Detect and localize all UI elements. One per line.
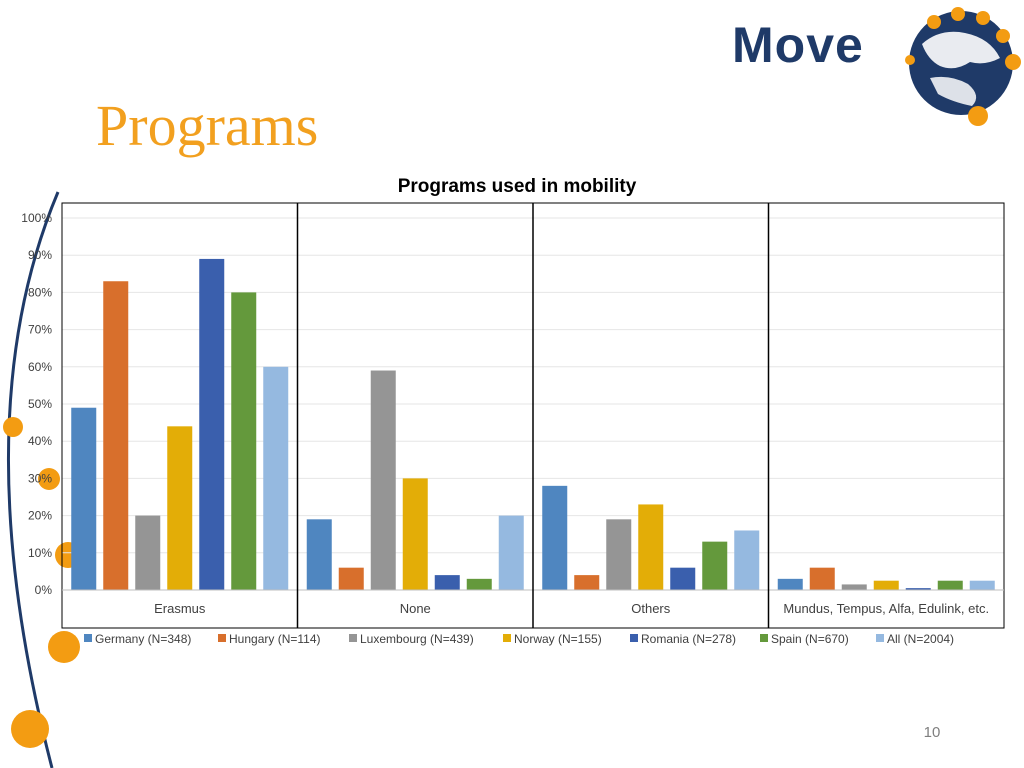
y-axis-ticks: 0% 10% 20% 30% 40% 50% 60% 70% 80% 90% 100% (21, 211, 52, 597)
bar (734, 530, 760, 590)
bar (574, 575, 600, 590)
bar (905, 588, 931, 590)
legend-entry: Norway (N=155) (514, 632, 602, 646)
bar (542, 485, 568, 590)
decorative-dot (11, 710, 49, 748)
legend-entry: All (N=2004) (887, 632, 954, 646)
legend-swatch (503, 634, 511, 642)
legend-swatch (84, 634, 92, 642)
y-tick-label: 60% (28, 360, 52, 374)
category-label: Mundus, Tempus, Alfa, Edulink, etc. (783, 601, 989, 616)
logo-globe-icon (905, 7, 1021, 126)
bar (702, 541, 728, 590)
bar (402, 478, 428, 590)
decorative-curve (6, 191, 60, 768)
category-label: Others (631, 601, 671, 616)
legend-entry: Germany (N=348) (95, 632, 191, 646)
legend-swatch (760, 634, 768, 642)
bar (231, 292, 257, 590)
bar (873, 580, 899, 590)
bar (135, 515, 161, 590)
bar (370, 370, 396, 590)
bar (466, 578, 492, 590)
y-tick-label: 90% (28, 248, 52, 262)
bar (71, 407, 97, 590)
legend-swatch (876, 634, 884, 642)
legend-swatch (218, 634, 226, 642)
category-label: None (400, 601, 431, 616)
bar (498, 515, 524, 590)
bar (434, 575, 460, 590)
y-tick-label: 20% (28, 509, 52, 523)
bar (777, 578, 803, 590)
y-tick-label: 70% (28, 323, 52, 337)
y-tick-label: 40% (28, 434, 52, 448)
legend-entry: Hungary (N=114) (229, 632, 321, 646)
bar (263, 366, 289, 590)
legend-entry: Luxembourg (N=439) (360, 632, 474, 646)
bar (338, 567, 364, 590)
bar (841, 584, 867, 590)
bar (199, 258, 225, 590)
bar (606, 519, 632, 590)
bar (103, 281, 129, 590)
bar (969, 580, 995, 590)
legend-swatch (349, 634, 357, 642)
bar (937, 580, 963, 590)
bars (71, 258, 995, 590)
logo-text: Move (732, 17, 864, 73)
bar (306, 519, 332, 590)
y-tick-label: 0% (35, 583, 53, 597)
decorative-dot (38, 468, 60, 490)
y-tick-label: 100% (21, 211, 52, 225)
bar (670, 567, 696, 590)
y-tick-label: 30% (28, 471, 52, 485)
legend-entry: Romania (N=278) (641, 632, 736, 646)
bar (809, 567, 835, 590)
x-axis-categories: Erasmus None Others Mundus, Tempus, Alfa, E… (154, 601, 989, 616)
legend-entry: Spain (N=670) (771, 632, 849, 646)
chart-title: Programs used in mobility (398, 176, 637, 197)
decorative-dot (3, 417, 23, 437)
bar (638, 504, 664, 590)
y-tick-label: 10% (28, 546, 52, 560)
bar (167, 426, 193, 590)
y-tick-label: 50% (28, 397, 52, 411)
legend-swatch (630, 634, 638, 642)
legend: Germany (N=348) Hungary (N=114) Luxembourg… (84, 632, 954, 646)
category-label: Erasmus (154, 601, 206, 616)
decorative-dot (48, 631, 80, 663)
y-tick-label: 80% (28, 285, 52, 299)
chart-frame (61, 202, 1005, 629)
page-number: 10 (923, 724, 941, 741)
slide-title: Programs (96, 93, 319, 158)
